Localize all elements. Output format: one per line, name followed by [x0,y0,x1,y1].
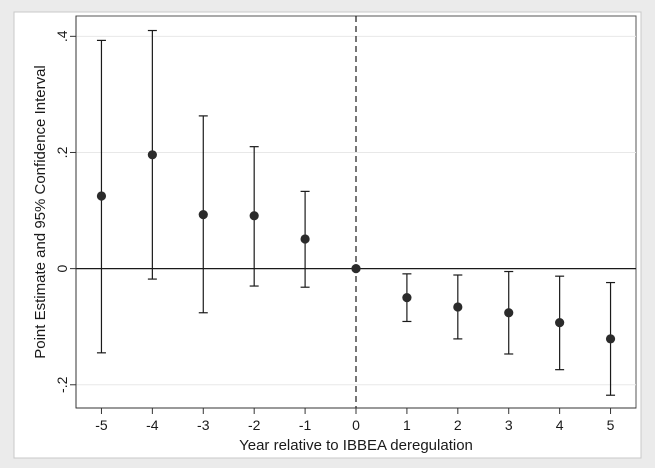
point-estimate [555,318,565,328]
x-tick-label: 5 [607,417,615,433]
x-tick-label: 0 [352,417,360,433]
x-tick-label: -4 [146,417,159,433]
point-estimate [249,211,259,221]
point-estimate [351,264,361,274]
plot-area: -.2 0 .2 .4 -5 -4 -3 -2 -1 0 1 2 3 4 5 [54,15,637,433]
point-estimate [453,302,463,312]
point-estimate [504,308,514,318]
point-estimate [402,293,412,303]
x-tick-label: -3 [197,417,210,433]
point-estimate [605,334,616,344]
x-tick-label: -1 [299,417,312,433]
point-estimate [300,234,310,244]
y-tick-label: .2 [54,146,70,158]
x-tick-label: 3 [505,417,513,433]
x-tick-label: 4 [556,417,564,433]
point-estimate [96,191,107,201]
point-estimate [198,210,208,220]
x-tick-label: 1 [403,417,411,433]
x-tick-label: 2 [454,417,462,433]
y-tick-label: -.2 [54,376,70,393]
point-estimate [147,150,157,160]
x-axis-label: Year relative to IBBEA deregulation [239,437,473,454]
y-tick-label: .4 [54,30,70,42]
x-tick-label: -5 [95,417,108,433]
y-axis-label: Point Estimate and 95% Confidence Interv… [32,65,49,359]
x-tick-label: -2 [248,417,261,433]
y-tick-label: 0 [54,265,70,273]
